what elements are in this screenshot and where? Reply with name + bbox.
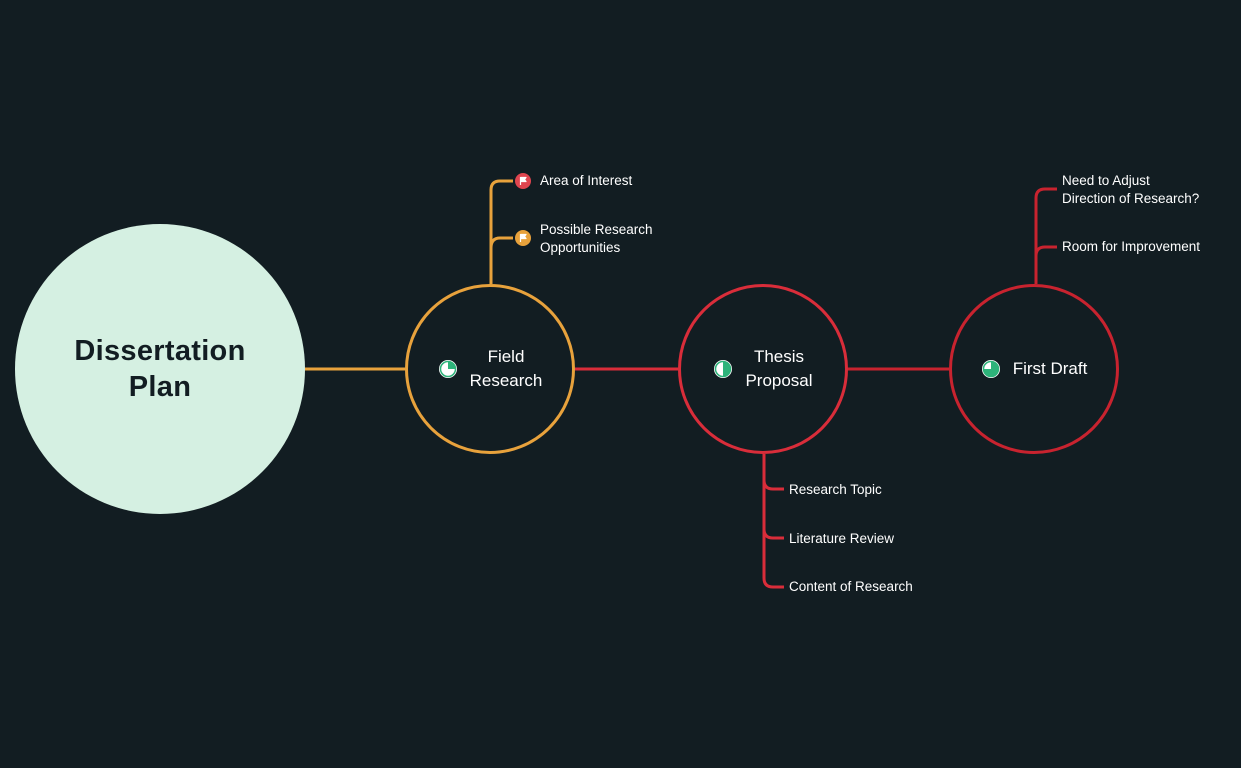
- subtopic-possible-research-opportunities[interactable]: Possible Research Opportunities: [540, 222, 653, 255]
- topic-label: Thesis Proposal: [745, 347, 813, 390]
- subtopic-area-of-interest[interactable]: Area of Interest: [540, 173, 633, 188]
- flag-icon: [515, 173, 531, 189]
- subtopic-literature-review[interactable]: Literature Review: [789, 531, 895, 546]
- progress-quarter-icon: [438, 360, 457, 378]
- progress-half-icon: [714, 360, 733, 378]
- subtopic-content-of-research[interactable]: Content of Research: [789, 579, 913, 594]
- subtopic-research-topic[interactable]: Research Topic: [789, 482, 882, 497]
- root-topic[interactable]: Dissertation Plan: [15, 224, 305, 514]
- flag-icon: [515, 230, 531, 246]
- connector-field-children: [489, 179, 513, 284]
- subtopic-room-for-improvement[interactable]: Room for Improvement: [1062, 239, 1201, 254]
- root-title: Dissertation Plan: [74, 335, 246, 403]
- progress-three-quarter-icon: [981, 360, 1000, 378]
- topic-field-research[interactable]: Field Research: [405, 284, 575, 454]
- topic-thesis-proposal[interactable]: Thesis Proposal: [678, 284, 848, 454]
- topic-first-draft[interactable]: First Draft: [949, 284, 1119, 454]
- connector-thesis-children: [762, 454, 784, 589]
- connector-draft-children: [1034, 187, 1057, 284]
- subtopic-need-to-adjust-direction[interactable]: Need to Adjust Direction of Research?: [1062, 173, 1200, 206]
- topic-label: Field Research: [469, 347, 543, 390]
- topic-label: First Draft: [1012, 359, 1088, 378]
